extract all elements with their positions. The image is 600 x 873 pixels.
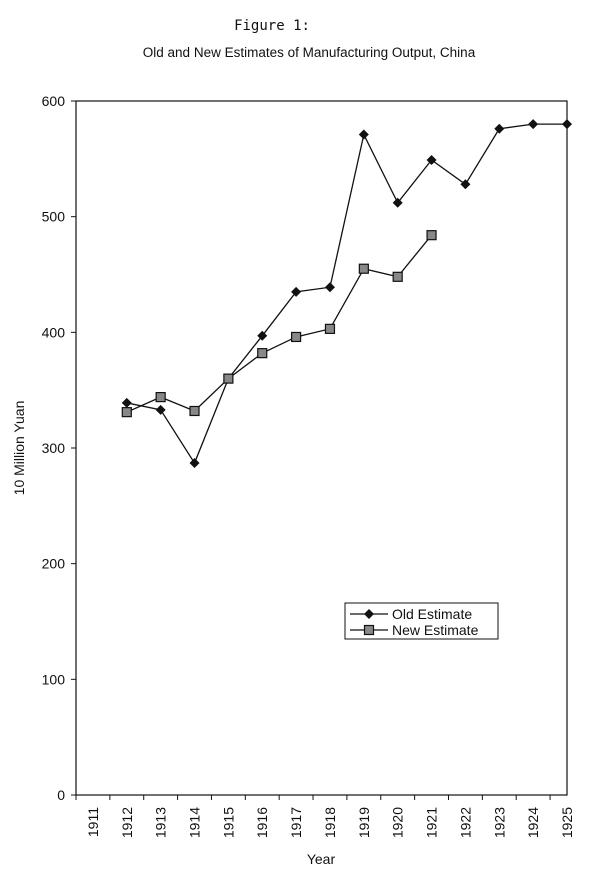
y-tick-label: 300 — [42, 440, 66, 456]
x-tick-label: 1924 — [525, 807, 541, 838]
data-point — [392, 271, 403, 282]
series-new-estimate — [121, 230, 437, 418]
data-point — [223, 373, 234, 384]
data-point — [324, 323, 336, 334]
data-point — [291, 331, 302, 343]
data-point — [528, 119, 539, 130]
y-tick-label: 0 — [57, 787, 65, 803]
data-point — [189, 458, 200, 469]
data-point — [155, 404, 166, 415]
x-tick-label: 1923 — [491, 807, 507, 838]
data-point — [189, 405, 200, 417]
data-point — [392, 197, 403, 208]
x-tick-label: 1914 — [187, 807, 203, 838]
y-tick-label: 100 — [42, 671, 66, 687]
data-point — [562, 119, 572, 130]
x-tick-label: 1912 — [119, 807, 135, 838]
y-axis-title: 10 Million Yuan — [11, 401, 27, 496]
data-point — [324, 282, 335, 293]
series-line — [126, 234, 433, 413]
figure-label: Figure 1: — [234, 18, 310, 34]
y-tick-label: 200 — [42, 556, 66, 572]
data-point — [358, 263, 369, 274]
y-tick-label: 600 — [42, 93, 66, 109]
legend-label: Old Estimate — [392, 606, 472, 622]
legend-marker — [363, 624, 375, 636]
data-point — [426, 154, 437, 165]
x-tick-label: 1925 — [559, 807, 575, 838]
x-tick-label: 1918 — [322, 807, 338, 838]
y-tick-label: 400 — [42, 324, 66, 340]
data-point — [155, 392, 166, 403]
data-point — [257, 330, 268, 341]
x-axis-title: Year — [307, 851, 336, 867]
data-point — [494, 123, 505, 134]
chart-title: Old and New Estimates of Manufacturing O… — [143, 45, 476, 60]
data-point — [460, 179, 471, 190]
legend-marker — [364, 609, 374, 619]
series-layer — [121, 119, 572, 469]
x-tick-label: 1922 — [457, 807, 473, 838]
x-tick-label: 1913 — [153, 807, 169, 838]
series-line — [126, 123, 567, 465]
series-old-estimate — [121, 119, 572, 469]
y-axis: 0 100 200 300 400 500 600 — [42, 93, 76, 803]
x-tick-label: 1921 — [424, 807, 440, 838]
data-point — [257, 348, 268, 359]
data-point — [291, 286, 302, 297]
data-point — [358, 129, 369, 140]
legend-label: New Estimate — [392, 622, 479, 638]
x-tick-label: 1917 — [288, 807, 304, 838]
x-tick-label: 1919 — [356, 807, 372, 838]
x-tick-label: 1915 — [220, 807, 236, 838]
data-point — [121, 397, 132, 408]
y-tick-label: 500 — [42, 209, 66, 225]
x-tick-label: 1920 — [390, 807, 406, 838]
data-point — [426, 230, 437, 241]
plot-area — [75, 100, 568, 796]
data-point — [121, 407, 132, 418]
x-axis: 1911 1912 1913 1914 1915 1916 1917 1918 1919 1920… — [75, 795, 575, 838]
x-tick-label: 1916 — [254, 807, 270, 838]
x-tick-label: 1911 — [85, 807, 101, 837]
